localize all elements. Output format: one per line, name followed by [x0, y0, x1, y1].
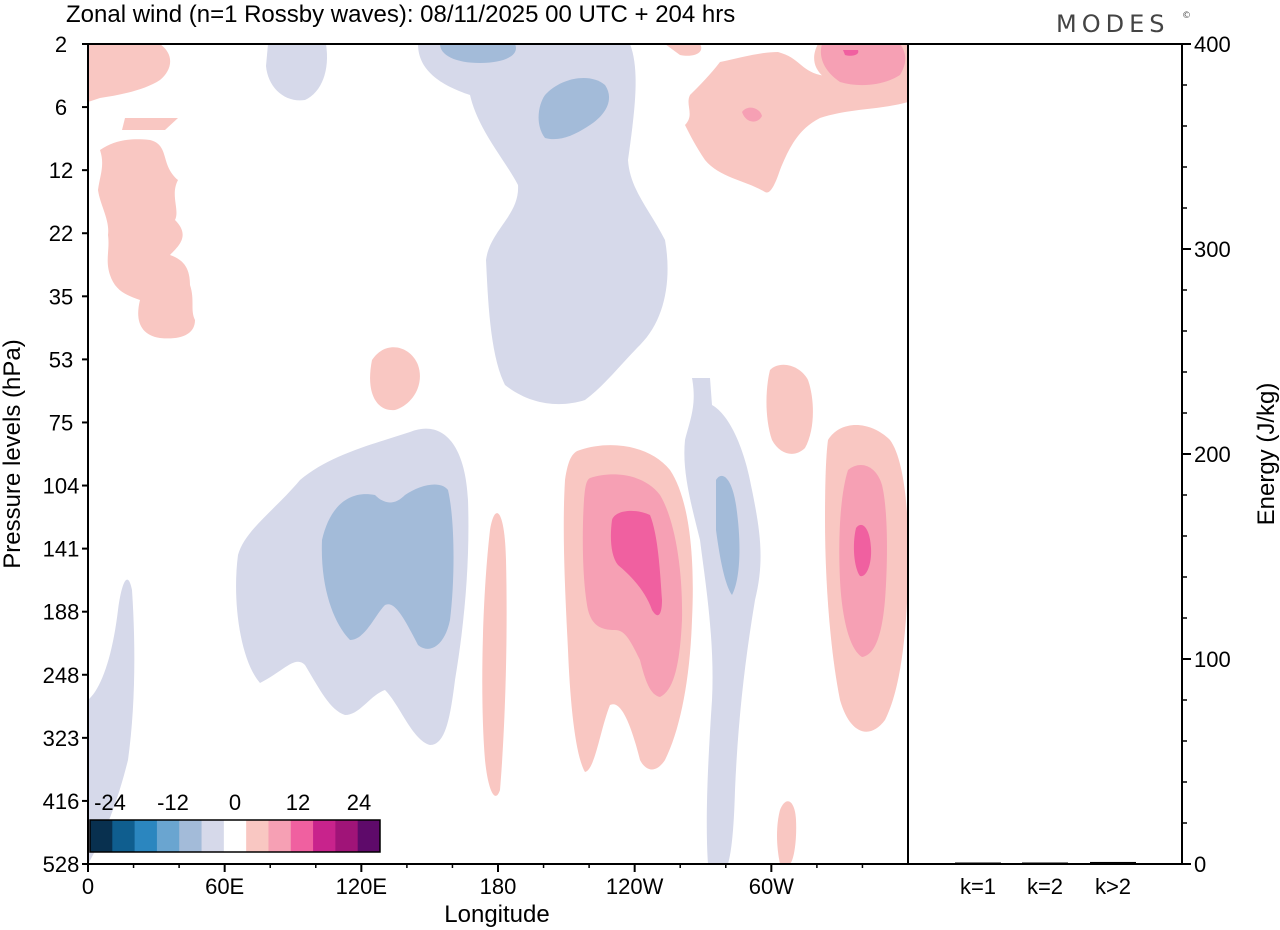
heatmap-x-tick-label: 0 [82, 874, 94, 899]
colorbar-swatch [313, 820, 336, 852]
heatmap-x-label: Longitude [444, 901, 549, 928]
contour-neg-mid [440, 44, 516, 63]
colorbar-swatch [357, 820, 381, 852]
heatmap-y-tick-label: 104 [43, 474, 80, 499]
contour-pos-strong [853, 524, 872, 577]
contour-pos-light [777, 801, 797, 864]
energy-bar [1090, 861, 1136, 864]
energy-bar [955, 862, 1001, 864]
contour-neg-mid [538, 77, 610, 140]
heatmap-y-tick-label: 528 [43, 852, 80, 877]
energy-y-tick-label: 200 [1194, 442, 1231, 467]
energy-y-tick-label: 0 [1194, 852, 1206, 877]
heatmap-x-axis: 0 60E 120E 180 120W 60W [82, 864, 864, 899]
heatmap-plot [88, 44, 909, 864]
contour-pos-light [482, 513, 507, 796]
heatmap-y-tick-label: 416 [43, 789, 80, 814]
heatmap-y-tick-label: 141 [43, 537, 80, 562]
colorbar-swatch [246, 820, 269, 852]
contour-pos-light [98, 139, 195, 339]
contour-pos-strong [843, 50, 859, 56]
contour-pos-mid [742, 107, 762, 122]
colorbar-tick-label: -24 [94, 790, 126, 815]
heatmap-x-tick-label: 60E [205, 874, 244, 899]
heatmap-x-tick-label: 60W [749, 874, 794, 899]
heatmap-y-tick-label: 12 [49, 158, 73, 183]
colorbar: -24 -12 0 12 24 [89, 790, 381, 853]
brand-mark: © [1182, 11, 1196, 21]
contour-pos-light [370, 347, 420, 411]
heatmap-y-tick-label: 2 [55, 32, 67, 57]
brand-logo: MODES [1056, 10, 1169, 38]
heatmap-y-tick-label: 75 [49, 410, 73, 435]
heatmap-y-tick-label: 35 [49, 284, 73, 309]
chart-title: Zonal wind (n=1 Rossby waves): 08/11/202… [66, 1, 735, 28]
contour-pos-light [88, 44, 171, 102]
colorbar-tick-label: 12 [286, 790, 310, 815]
energy-x-tick-label: k>2 [1095, 874, 1131, 899]
colorbar-swatch [290, 820, 314, 852]
heatmap-y-tick-label: 22 [49, 221, 73, 246]
colorbar-frame [89, 819, 381, 853]
colorbar-swatch [201, 820, 225, 852]
contour-neg-mid [321, 484, 454, 649]
contour-neg-mid [716, 475, 740, 595]
heatmap-y-axis: 2 6 12 22 35 53 75 104 141 188 248 323 416 528 [43, 32, 88, 877]
colorbar-swatch [134, 820, 158, 852]
energy-bars [955, 861, 1136, 864]
energy-y-axis: 0 100 200 300 400 [1182, 32, 1231, 877]
contour-pos-mid [582, 474, 683, 697]
contour-pos-light [122, 118, 178, 130]
energy-y-tick-label: 300 [1194, 237, 1231, 262]
contour-pos-light [665, 44, 702, 56]
colorbar-swatch [268, 820, 292, 852]
colorbar-swatch [335, 820, 359, 852]
heatmap-y-tick-label: 323 [43, 726, 80, 751]
heatmap-y-tick-label: 188 [43, 600, 80, 625]
contour-neg-light [266, 44, 328, 101]
energy-y-tick-label: 400 [1194, 32, 1231, 57]
heatmap-y-tick-label: 6 [55, 95, 67, 120]
heatmap-x-tick-label: 180 [480, 874, 517, 899]
energy-bar-chart: 0 100 200 300 400 k=1 k=2 k>2 [908, 32, 1231, 899]
colorbar-swatch [156, 820, 180, 852]
heatmap-y-tick-label: 248 [43, 663, 80, 688]
colorbar-tick-label: 24 [347, 790, 371, 815]
contour-neg-light [88, 579, 135, 864]
contour-neg-light [684, 378, 761, 864]
energy-x-tick-label: k=1 [960, 874, 996, 899]
colorbar-tick-label: -12 [157, 790, 189, 815]
colorbar-swatch [223, 820, 247, 852]
energy-y-tick-label: 100 [1194, 647, 1231, 672]
heatmap-x-tick-label: 120W [606, 874, 664, 899]
energy-x-tick-label: k=2 [1027, 874, 1063, 899]
contour-neg-light [418, 44, 668, 405]
colorbar-swatch [179, 820, 203, 852]
heatmap-x-tick-label: 120E [336, 874, 387, 899]
contour-pos-mid [820, 44, 906, 86]
contour-pos-strong [610, 510, 662, 616]
colorbar-tick-label: 0 [229, 790, 241, 815]
heatmap-y-label: Pressure levels (hPa) [0, 339, 26, 568]
contour-pos-light [766, 364, 813, 454]
contour-pos-light [685, 52, 908, 193]
energy-x-axis: k=1 k=2 k>2 [960, 874, 1131, 899]
energy-y-label: Energy (J/kg) [1253, 383, 1280, 526]
colorbar-swatch [90, 820, 113, 852]
energy-bar [1022, 862, 1068, 864]
colorbar-swatch [112, 820, 136, 852]
heatmap-y-tick-label: 53 [49, 347, 73, 372]
